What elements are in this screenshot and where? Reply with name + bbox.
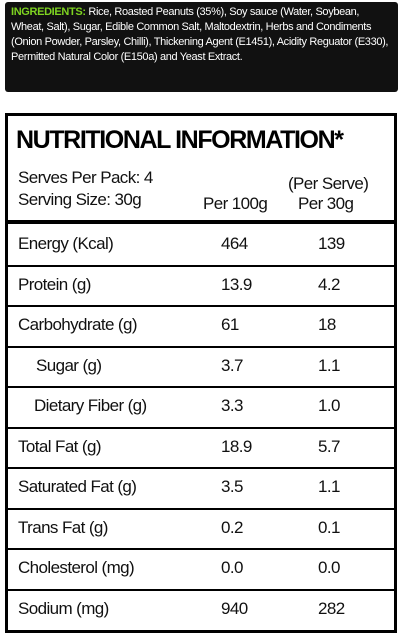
value-per-100g: 464 bbox=[221, 234, 248, 253]
value-per-serve: 1.1 bbox=[318, 477, 340, 496]
nutrient-name: Total Fat (g) bbox=[18, 436, 102, 456]
nutrition-panel: NUTRITIONAL INFORMATION* Serves Per Pack… bbox=[5, 113, 397, 633]
value-per-100g: 3.3 bbox=[221, 396, 243, 415]
value-per-100g: 0.0 bbox=[221, 558, 243, 577]
value-per-serve: 4.2 bbox=[318, 274, 340, 294]
ingredients-text: Rice, Roasted Peanuts (35%), Soy sauce (… bbox=[11, 6, 389, 63]
column-header: Per 100g bbox=[203, 194, 268, 213]
value-per-100g: 13.9 bbox=[221, 274, 252, 294]
value-per-100g: 0.2 bbox=[221, 517, 243, 537]
value-per-serve: 139 bbox=[318, 234, 345, 253]
value-per-serve: 1.1 bbox=[318, 355, 340, 375]
row-divider bbox=[8, 467, 394, 469]
divider bbox=[8, 220, 394, 224]
row-divider bbox=[8, 548, 394, 550]
value-per-100g: 18.9 bbox=[221, 436, 252, 456]
row-divider bbox=[8, 507, 394, 510]
nutrient-name: Protein (g) bbox=[18, 274, 91, 294]
nutrient-name: Sugar (g) bbox=[36, 355, 102, 375]
nutrient-name: Cholesterol (mg) bbox=[18, 558, 135, 577]
row-divider bbox=[8, 345, 394, 348]
row-divider bbox=[8, 426, 394, 429]
column-header: Per 30g bbox=[298, 194, 354, 213]
column-header: (Per Serve) bbox=[288, 174, 369, 193]
nutrition-title: NUTRITIONAL INFORMATION* bbox=[16, 126, 344, 154]
ingredients-label: INGREDIENTS: bbox=[11, 6, 86, 18]
value-per-100g: 940 bbox=[221, 598, 248, 618]
value-per-serve: 0.1 bbox=[318, 517, 340, 537]
value-per-100g: 3.7 bbox=[221, 355, 243, 375]
value-per-100g: 61 bbox=[221, 315, 239, 334]
nutrient-name: Saturated Fat (g) bbox=[18, 477, 137, 496]
value-per-serve: 282 bbox=[318, 598, 345, 618]
serving-size: Serving Size: 30g bbox=[18, 190, 142, 209]
value-per-serve: 1.0 bbox=[318, 396, 340, 415]
serves-per-pack: Serves Per Pack: 4 bbox=[18, 168, 153, 187]
row-divider bbox=[8, 386, 394, 388]
value-per-serve: 5.7 bbox=[318, 436, 340, 456]
value-per-serve: 18 bbox=[318, 315, 336, 334]
nutrient-name: Dietary Fiber (g) bbox=[34, 396, 147, 415]
nutrient-name: Energy (Kcal) bbox=[18, 234, 114, 253]
value-per-100g: 3.5 bbox=[221, 477, 243, 496]
nutrient-name: Carbohydrate (g) bbox=[18, 315, 138, 334]
nutrient-name: Sodium (mg) bbox=[18, 598, 109, 618]
row-divider bbox=[8, 305, 394, 307]
nutrient-name: Trans Fat (g) bbox=[18, 517, 108, 537]
row-divider bbox=[8, 588, 394, 591]
row-divider bbox=[8, 264, 394, 267]
ingredients-panel: INGREDIENTS: Rice, Roasted Peanuts (35%)… bbox=[5, 2, 398, 92]
value-per-serve: 0.0 bbox=[318, 558, 340, 577]
